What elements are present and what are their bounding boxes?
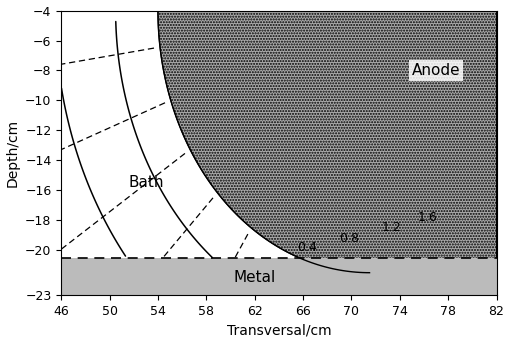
Text: 1.6: 1.6 xyxy=(417,211,437,224)
Y-axis label: Depth/cm: Depth/cm xyxy=(6,119,19,187)
Polygon shape xyxy=(61,258,496,295)
Text: 1.2: 1.2 xyxy=(381,221,401,234)
Text: Metal: Metal xyxy=(233,270,275,285)
Text: Anode: Anode xyxy=(411,63,460,78)
Text: 0.8: 0.8 xyxy=(338,232,359,245)
Text: Bath: Bath xyxy=(128,175,163,190)
X-axis label: Transversal/cm: Transversal/cm xyxy=(226,323,330,338)
Polygon shape xyxy=(158,11,496,273)
Text: 0.4: 0.4 xyxy=(296,241,316,254)
